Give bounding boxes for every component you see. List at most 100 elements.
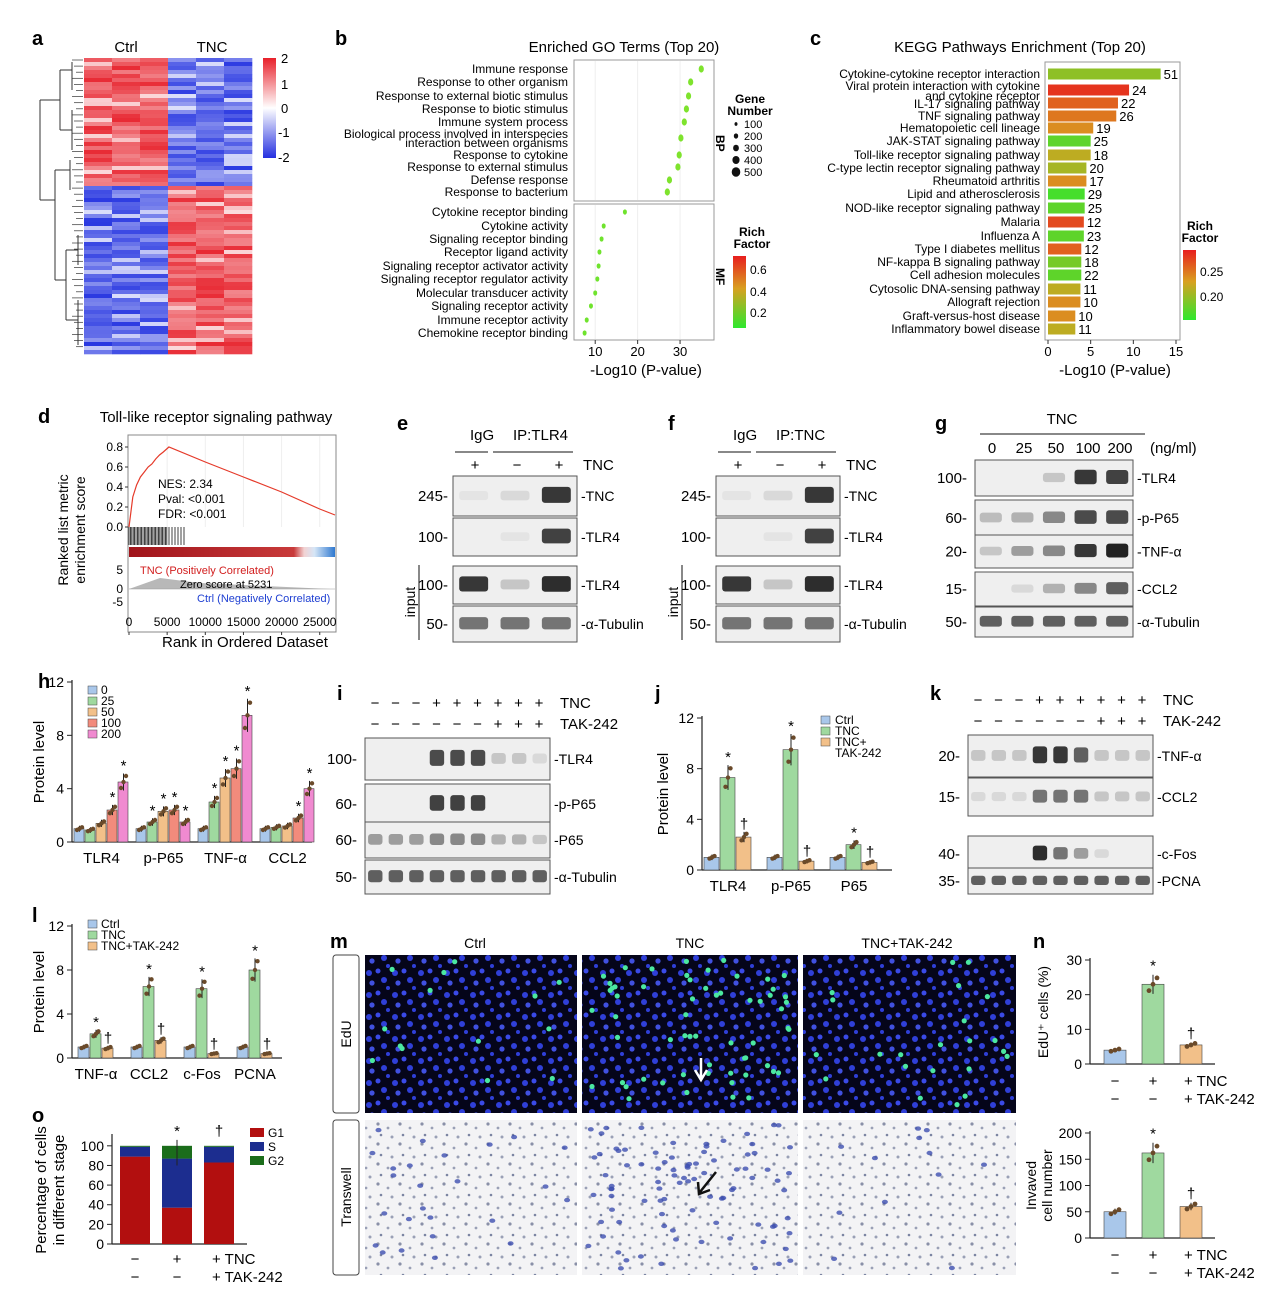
edu-positive-nucleus (687, 977, 693, 983)
stained-cell (390, 1173, 397, 1178)
data-point (90, 826, 96, 831)
heatmap-cell (140, 302, 169, 307)
edu-positive-nucleus (962, 1093, 968, 1099)
go-term-label: Immune receptor activity (437, 313, 568, 327)
blot-protein-label: -TNF-α (1137, 544, 1182, 560)
y-tick-label: 20 (88, 1216, 104, 1232)
blot-protein-label: -CCL2 (1137, 581, 1178, 597)
gsea-stat: Pval: <0.001 (158, 492, 225, 506)
treatment-sign: − (776, 457, 785, 474)
edu-positive-nucleus (730, 1094, 736, 1100)
heatmap-cell (196, 318, 225, 323)
kegg-labels: Cytokine-cytokine receptor interactionVi… (827, 67, 1040, 336)
size-legend-dot (734, 122, 738, 126)
mw-marker: 50- (426, 616, 448, 633)
heatmap-cell (140, 66, 169, 71)
data-point (118, 785, 124, 791)
treatment-sign: − (391, 695, 400, 712)
heatmap-cell (140, 254, 169, 259)
stained-cell (685, 1179, 692, 1184)
mw-marker: 20- (938, 748, 960, 765)
heatmap-cell (224, 350, 253, 355)
blot-band (1094, 791, 1109, 802)
heatmap-cell (140, 338, 169, 343)
size-legend-label: 300 (744, 143, 762, 155)
stained-cell (661, 1223, 668, 1229)
heatmap-cell (84, 134, 113, 139)
heatmap-cell (140, 106, 169, 111)
stained-cell (585, 1243, 592, 1249)
heatmap-cell (168, 82, 197, 87)
stained-cell (590, 1192, 597, 1198)
stained-cell (641, 1198, 648, 1204)
gsea-neg-label: Ctrl (Negatively Correlated) (197, 593, 330, 605)
blot-band (979, 615, 1002, 627)
go-color-tick: 0.4 (750, 285, 767, 299)
blot-band (429, 833, 445, 846)
legend-swatch (820, 726, 831, 736)
edu-positive-nucleus (689, 996, 696, 1002)
blot-protein-label: -TLR4 (1137, 470, 1176, 486)
edu-positive-nucleus (641, 984, 647, 990)
x-tick-label: CCL2 (130, 1066, 168, 1083)
heatmap-cell (168, 94, 197, 99)
heatmap-cell (140, 306, 169, 311)
stained-cell (744, 1152, 751, 1157)
data-point (309, 781, 315, 786)
heatmap-cell (140, 158, 169, 163)
microscopy-panel: Ctrl TNC TNC+TAK-242 EdU Transwell (332, 935, 1016, 1276)
heatmap-cell (112, 126, 141, 131)
heatmap-cell (224, 198, 253, 203)
data-point (84, 1043, 89, 1049)
go-dots (582, 65, 704, 336)
heatmap-cell (224, 238, 253, 243)
heatmap-cell (196, 178, 225, 183)
bar (117, 781, 129, 843)
heatmap-cell (168, 258, 197, 263)
y-axis-label: cell number (1039, 1149, 1055, 1222)
data-point (739, 838, 744, 843)
kegg-bar (1048, 202, 1085, 214)
data-point (121, 779, 126, 785)
significance-mark: † (1187, 1026, 1195, 1043)
heatmap-cell (112, 146, 141, 151)
edu-positive-nucleus (452, 959, 458, 965)
stained-cell (564, 1197, 571, 1203)
x-tick-label: TNF-α (75, 1066, 118, 1083)
stained-cell (637, 1254, 644, 1259)
blot-protein-label: -TLR4 (844, 577, 883, 593)
data-point (1116, 1046, 1122, 1052)
arrow-icon (696, 1171, 717, 1196)
heatmap-cell (112, 202, 141, 207)
heatmap-cell (196, 238, 225, 243)
bar (241, 715, 253, 843)
mw-marker: 20- (945, 544, 967, 561)
go-term-label: interaction between organisms (405, 136, 568, 150)
stained-cell (681, 1175, 687, 1181)
treatment-sign: − (473, 716, 482, 733)
blot-protein-label: -TLR4 (554, 751, 593, 767)
significance-mark: † (1187, 1186, 1195, 1203)
heatmap-cell (224, 338, 253, 343)
kegg-bar (1048, 256, 1082, 268)
heatmap-cell (84, 262, 113, 267)
heatmap-cell (84, 290, 113, 295)
edu-positive-nucleus (721, 957, 727, 964)
go-term-label: Response to biotic stimulus (422, 102, 568, 116)
stained-cell (454, 1179, 461, 1184)
x-tick-label: CCL2 (268, 850, 306, 867)
blot-band (1074, 582, 1097, 594)
go-dot (588, 303, 593, 309)
go-term-label: Cytokine activity (481, 219, 568, 233)
edu-positive-nucleus (765, 976, 771, 982)
kegg-term-label: Type I diabetes mellitus (915, 242, 1040, 256)
heatmap-cell (196, 254, 225, 259)
heatmap-cell (84, 230, 113, 235)
significance-mark: † (803, 843, 811, 860)
data-point (276, 823, 282, 829)
scale-tick: -2 (278, 150, 290, 165)
heatmap-cell (196, 206, 225, 211)
heatmap-cell (224, 226, 253, 231)
go-term-label: Defense response (471, 173, 569, 187)
